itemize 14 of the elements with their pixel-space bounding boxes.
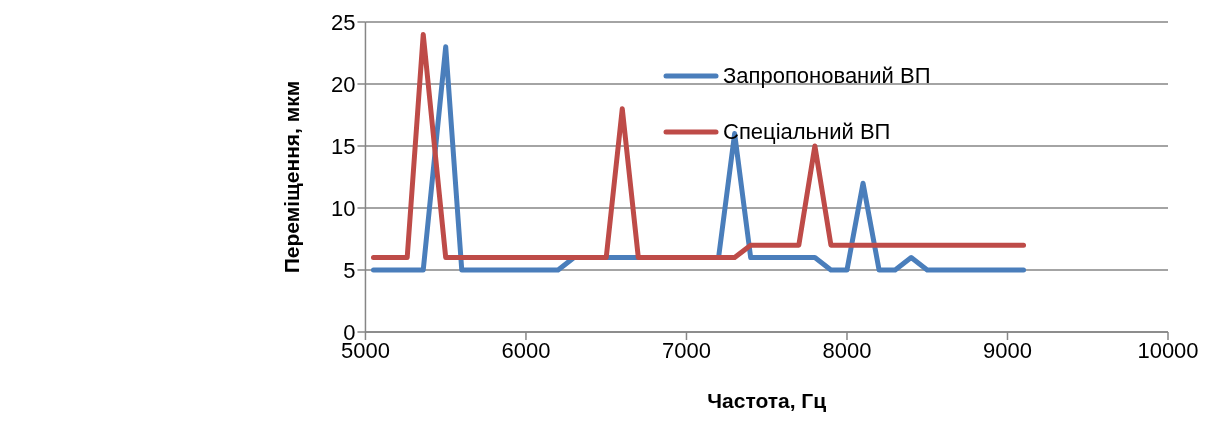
legend-label: Запропонований ВП	[723, 63, 931, 89]
y-axis-title: Переміщення, мкм	[279, 80, 303, 274]
y-tick-label: 20	[330, 71, 356, 97]
legend-label: Спеціальний ВП	[723, 119, 891, 145]
x-tick-label: 8000	[822, 337, 872, 363]
y-tick-label: 5	[343, 257, 356, 283]
x-tick-label: 10000	[1137, 337, 1199, 363]
x-tick-label: 7000	[662, 337, 711, 363]
x-axis-title: Частота, Гц	[707, 389, 827, 412]
x-tick-label: 9000	[983, 337, 1032, 363]
y-tick-label: 15	[330, 133, 356, 159]
y-tick-label: 25	[330, 9, 356, 35]
x-tick-label: 6000	[501, 337, 551, 363]
y-tick-label: 10	[330, 195, 356, 221]
